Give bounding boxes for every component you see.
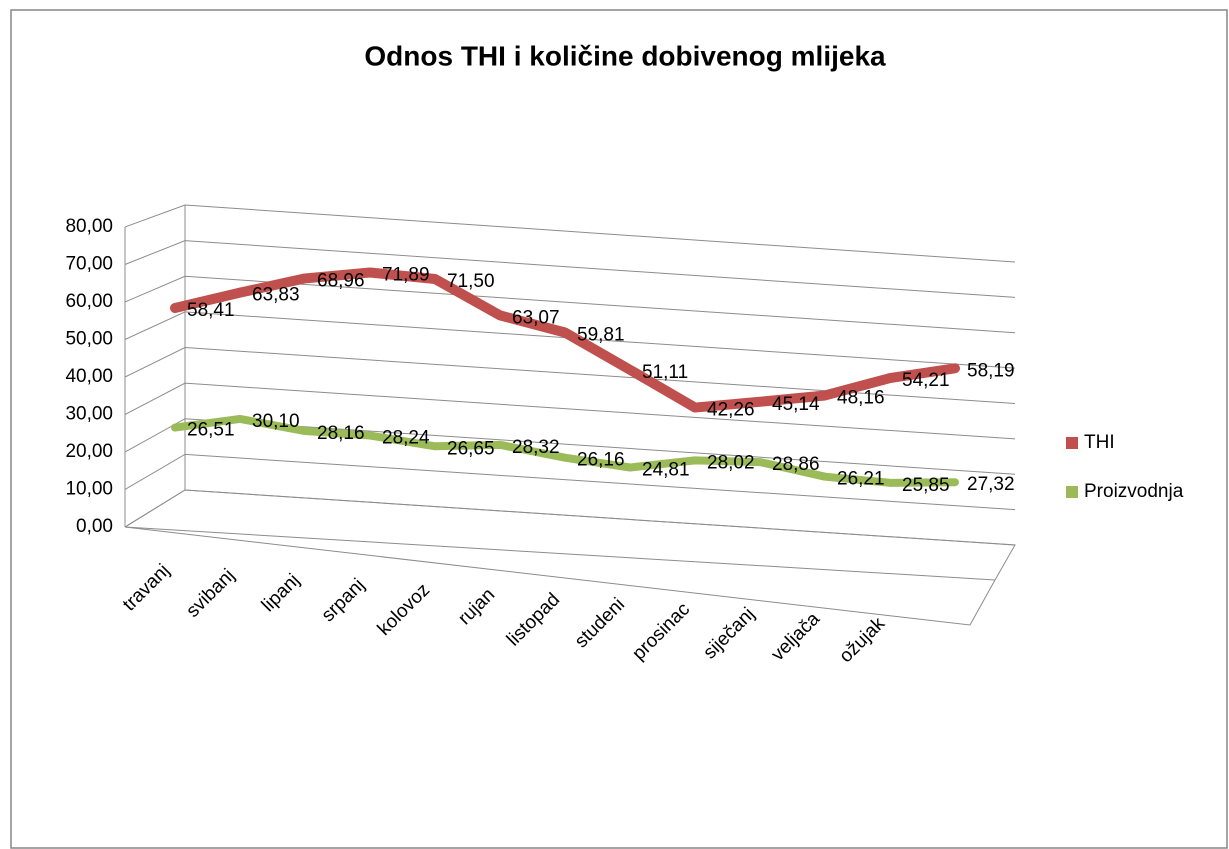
y-tick-label: 50,00 (65, 329, 113, 350)
grid-line (124, 275, 1016, 334)
data-label: 27,32 (967, 474, 1015, 495)
data-label: 45,14 (772, 394, 820, 415)
data-label: 28,16 (317, 423, 365, 444)
chart-border (10, 9, 1228, 849)
data-label: 63,07 (512, 307, 560, 328)
floor-edge (124, 526, 996, 581)
legend-label: Proizvodnja (1084, 481, 1184, 502)
y-tick-label: 0,00 (76, 516, 113, 537)
data-label: 28,86 (772, 454, 820, 475)
legend-swatch (1066, 486, 1078, 498)
data-label: 26,16 (577, 450, 625, 471)
y-tick-label: 20,00 (65, 441, 113, 462)
series-line (170, 267, 960, 413)
grid-line (124, 453, 1016, 511)
data-label: 59,81 (577, 325, 625, 346)
y-tick-label: 40,00 (65, 366, 113, 387)
grid-line (124, 382, 1016, 440)
y-tick-label: 30,00 (65, 404, 113, 425)
y-tick-label: 80,00 (65, 216, 113, 237)
data-label: 68,96 (317, 270, 365, 291)
data-label: 58,19 (967, 360, 1015, 381)
grid-line (124, 346, 1016, 404)
data-label: 24,81 (642, 460, 690, 481)
data-label: 28,02 (707, 452, 755, 473)
grid-line (124, 418, 1016, 475)
data-label: 26,65 (447, 438, 495, 459)
series-line (171, 414, 959, 487)
y-tick-label: 60,00 (65, 291, 113, 312)
chart-title: Odnos THI i količine dobivenog mlijeka (364, 40, 886, 71)
legend-swatch (1066, 437, 1078, 449)
data-label: 30,10 (252, 411, 300, 432)
data-label: 28,32 (512, 437, 560, 458)
data-label: 51,11 (642, 362, 688, 383)
data-label: 71,89 (382, 265, 430, 286)
data-label: 26,51 (187, 420, 235, 441)
data-label: 48,16 (837, 387, 885, 408)
data-label: 58,41 (187, 300, 235, 321)
legend-label: THI (1084, 432, 1115, 453)
y-tick-label: 70,00 (65, 254, 113, 275)
grid-line (124, 204, 1016, 263)
grid-line (124, 311, 1016, 369)
y-tick-label: 10,00 (65, 479, 113, 500)
grid-line (124, 240, 1016, 298)
data-label: 71,50 (447, 271, 495, 292)
data-label: 25,85 (902, 475, 950, 496)
data-label: 42,26 (707, 400, 755, 421)
data-label: 28,24 (382, 428, 430, 449)
data-label: 26,21 (837, 469, 885, 490)
data-label: 63,83 (252, 285, 300, 306)
grid-line (124, 489, 1016, 546)
data-label: 54,21 (902, 370, 950, 391)
